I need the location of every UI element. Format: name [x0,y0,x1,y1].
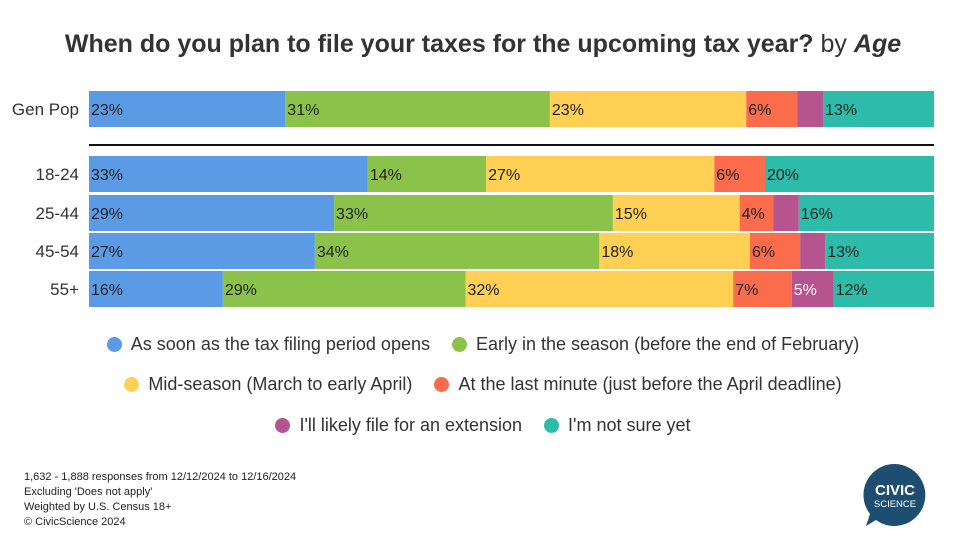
legend-label-last-minute: At the last minute (just before the Apri… [458,374,842,394]
data-label: 23% [552,102,584,119]
bar-segment [486,156,715,192]
legend-swatch-soon [106,337,122,352]
data-label: 29% [91,206,123,223]
logo-line-2: SCIENCE [874,499,916,510]
bar-segment [285,91,550,127]
row-label-25-44: 25-44 [36,204,79,223]
bar-segment [833,271,934,307]
data-label: 16% [91,282,123,299]
data-label: 27% [488,167,520,184]
legend-swatch-last-minute [434,377,450,392]
bar-segment [800,233,826,269]
bar-segment [612,195,740,231]
row-label-55-: 55+ [50,280,79,299]
data-label: 15% [615,206,647,223]
bar-segment [549,91,747,127]
legend-row-2: Mid-season (March to early April) At the… [0,374,966,395]
bar-segment [314,233,600,269]
data-label: 14% [370,167,402,184]
bar-segment [334,195,613,231]
footnote-exclusion: Excluding 'Does not apply' [24,486,153,498]
data-label: 12% [836,282,868,299]
data-label: 7% [735,282,758,299]
data-label: 4% [742,206,765,223]
data-label: 32% [467,282,499,299]
bar-segment [367,156,487,192]
legend-item-soon: As soon as the tax filing period opens [106,334,430,355]
data-label: 31% [287,102,319,119]
legend-swatch-not-sure [544,418,560,433]
bar-segment [733,271,792,307]
chart-title: When do you plan to file your taxes for … [0,30,966,59]
data-label: 6% [752,244,775,261]
legend-swatch-extension [275,418,291,433]
data-label: 34% [317,244,349,261]
bar-segment [825,233,934,269]
civicscience-logo: CIVIC SCIENCE [863,463,926,526]
data-label: 5% [794,282,817,299]
row-label-gen-pop: Gen Pop [12,100,79,119]
bar-segment [89,156,368,192]
data-label: 33% [336,206,368,223]
legend-label-mid: Mid-season (March to early April) [148,374,413,394]
data-label: 20% [767,167,799,184]
title-by: by [820,30,847,58]
footnote-weighting: Weighted by U.S. Census 18+ [24,501,172,513]
legend-label-not-sure: I'm not sure yet [568,415,691,435]
bar-segment [791,271,834,307]
logo-badge [863,463,926,526]
title-main: When do you plan to file your taxes for … [64,30,814,58]
footnote-copyright: © CivicScience 2024 [24,516,126,528]
legend-item-not-sure: I'm not sure yet [544,415,691,436]
legend-label-extension: I'll likely file for an extension [299,415,523,435]
logo-line-1: CIVIC [875,482,915,499]
data-label: 29% [225,282,257,299]
data-label: 16% [801,206,833,223]
legend-item-last-minute: At the last minute (just before the Apri… [434,374,842,395]
bar-segment [749,233,801,269]
legend-row-1: As soon as the tax filing period opens E… [0,334,966,355]
legend-item-early: Early in the season (before the end of F… [451,334,860,355]
data-label: 33% [91,167,123,184]
bar-segment [797,91,824,127]
row-label-45-54: 45-54 [36,242,79,261]
bar-segment [773,195,799,231]
footnote: 1,632 - 1,888 responses from 12/12/2024 … [24,470,296,530]
footnote-responses: 1,632 - 1,888 responses from 12/12/2024 … [24,471,297,483]
bar-segment [798,195,934,231]
data-label: 13% [827,244,859,261]
bar-segment [765,156,934,192]
bar-segment [89,233,315,269]
legend-item-extension: I'll likely file for an extension [275,415,522,436]
bar-segment [746,91,798,127]
data-label: 18% [601,244,633,261]
legend-label-early: Early in the season (before the end of F… [475,334,860,354]
data-label: 23% [91,102,123,119]
bar-segment [222,271,466,307]
legend-swatch-early [451,337,467,352]
data-label: 6% [716,167,739,184]
legend-swatch-mid [124,377,140,392]
row-label-18-24: 18-24 [36,165,79,184]
bar-segment [739,195,774,231]
data-label: 27% [91,244,123,261]
bar-segment [599,233,750,269]
bar-segment [714,156,765,192]
data-label: 6% [748,102,771,119]
data-label: 13% [825,102,857,119]
bar-segment [823,91,934,127]
title-dimension: Age [853,30,902,58]
bar-segment [465,271,734,307]
bar-segment [89,195,335,231]
legend-row-3: I'll likely file for an extension I'm no… [0,415,966,436]
bar-segment [89,91,286,127]
legend-item-mid: Mid-season (March to early April) [124,374,412,395]
legend-label-soon: As soon as the tax filing period opens [130,334,430,354]
bar-segment [89,271,223,307]
